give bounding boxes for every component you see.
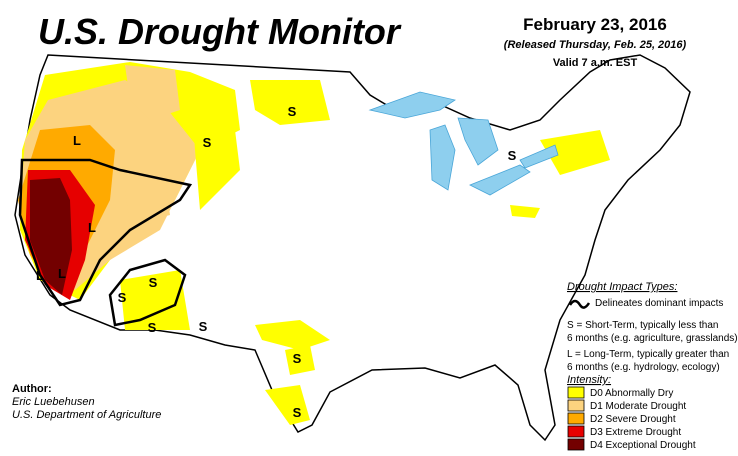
map-label: L: [58, 266, 66, 281]
legend-label: D4 Exceptional Drought: [590, 440, 696, 451]
intensity-heading: Intensity:: [567, 374, 611, 386]
map-label: S: [293, 405, 302, 420]
map-label: S: [293, 351, 302, 366]
released: (Released Thursday, Feb. 25, 2016): [504, 39, 687, 51]
map-label: S: [508, 148, 517, 163]
d4-area: [30, 178, 72, 295]
great-lakes: [368, 91, 559, 196]
impact-line: [108, 258, 187, 327]
impact-long-term: 6 months (e.g. hydrology, ecology): [567, 362, 720, 373]
impact-heading: Drought Impact Types:: [567, 281, 677, 293]
legend-swatch: [567, 438, 585, 451]
author-heading: Author:: [12, 383, 52, 395]
map-label: S: [149, 275, 158, 290]
title: U.S. Drought Monitor: [38, 11, 402, 52]
map-label: L: [88, 220, 96, 235]
legend-label: D3 Extreme Drought: [590, 427, 681, 438]
impact-delineates: Delineates dominant impacts: [595, 298, 723, 309]
impact-symbol: [568, 299, 591, 309]
impact-long-term: L = Long-Term, typically greater than: [567, 349, 729, 360]
impact-short-term: 6 months (e.g. agriculture, grasslands): [567, 333, 738, 344]
legend-swatch: [567, 425, 585, 438]
map-label: L: [36, 268, 44, 283]
map-label: S: [203, 135, 212, 150]
valid: Valid 7 a.m. EST: [553, 57, 638, 69]
author-name: Eric Luebehusen: [12, 396, 95, 408]
legend-swatch: [567, 399, 585, 412]
map-label: S: [199, 319, 208, 334]
legend-label: D0 Abnormally Dry: [590, 388, 673, 399]
map-label: S: [148, 320, 157, 335]
map-label: S: [288, 104, 297, 119]
author-org: U.S. Department of Agriculture: [12, 409, 161, 421]
legend-label: D1 Moderate Drought: [590, 401, 686, 412]
d1-area: [125, 65, 180, 225]
impact-short-term: S = Short-Term, typically less than: [567, 320, 718, 331]
date: February 23, 2016: [523, 15, 667, 34]
map-label: L: [73, 133, 81, 148]
legend-swatch: [567, 412, 585, 425]
impact-line: [18, 158, 193, 307]
legend-swatch: [567, 386, 585, 399]
legend-label: D2 Severe Drought: [590, 414, 676, 425]
map-label: S: [118, 290, 127, 305]
